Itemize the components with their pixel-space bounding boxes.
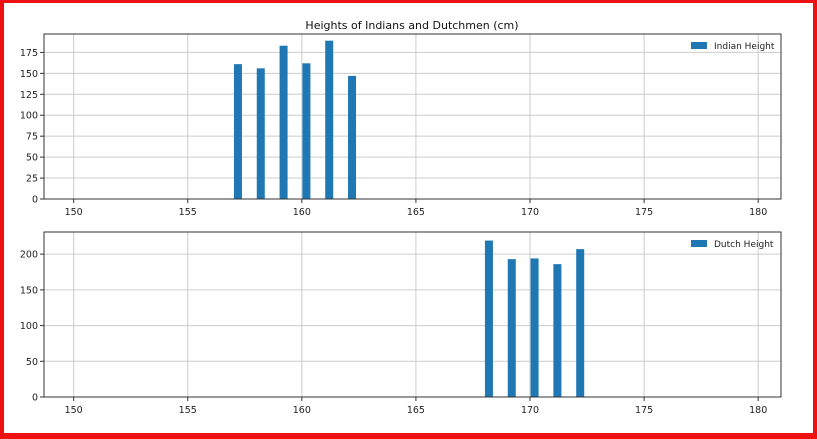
bar — [256, 68, 265, 199]
x-tick-label: 150 — [65, 207, 83, 218]
bar — [233, 64, 242, 199]
y-tick-label: 0 — [32, 393, 38, 404]
bar — [302, 63, 311, 199]
y-tick-label: 0 — [32, 195, 38, 206]
y-tick-label: 200 — [20, 250, 38, 261]
legend-label: Indian Height — [714, 42, 775, 52]
x-tick-label: 160 — [293, 405, 311, 416]
x-tick-label: 175 — [635, 207, 653, 218]
bar — [507, 259, 516, 397]
legend-swatch — [691, 240, 707, 247]
y-tick-label: 150 — [20, 285, 38, 296]
bar — [279, 45, 288, 199]
bar — [530, 258, 539, 397]
x-tick-label: 165 — [407, 405, 425, 416]
bar — [576, 249, 585, 397]
x-tick-label: 155 — [179, 207, 197, 218]
axes-frame — [43, 231, 782, 398]
plot-area — [44, 34, 781, 199]
indian-height-panel: 150 155 160 165 170 175 180 0 25 50 75 100 125 150 175… — [20, 33, 782, 218]
y-tick-label: 150 — [20, 69, 38, 80]
y-tick-label: 75 — [26, 132, 38, 143]
x-tick-label: 160 — [293, 207, 311, 218]
y-tick-label: 50 — [26, 357, 38, 368]
bar — [553, 264, 562, 397]
x-tick-label: 180 — [749, 207, 767, 218]
bar — [484, 240, 493, 397]
dutch-height-panel: 150 155 160 165 170 175 180 0 50 100 150 200 Dutch H… — [20, 231, 782, 416]
x-tick-label: 175 — [635, 405, 653, 416]
y-tick-label: 125 — [20, 90, 38, 101]
x-tick-label: 170 — [521, 405, 539, 416]
bar — [348, 75, 357, 199]
axes-frame — [43, 33, 782, 200]
y-tick-label: 25 — [26, 174, 38, 185]
chart-title: Heights of Indians and Dutchmen (cm) — [305, 19, 518, 32]
y-tick-label: 175 — [20, 48, 38, 59]
x-tick-label: 165 — [407, 207, 425, 218]
x-tick-label: 180 — [749, 405, 767, 416]
x-tick-label: 155 — [179, 405, 197, 416]
y-tick-label: 100 — [20, 111, 38, 122]
legend-label: Dutch Height — [714, 240, 774, 250]
plot-area — [44, 232, 781, 397]
y-tick-label: 50 — [26, 153, 38, 164]
legend-swatch — [691, 42, 707, 49]
x-tick-label: 170 — [521, 207, 539, 218]
x-tick-label: 150 — [65, 405, 83, 416]
bar — [325, 40, 334, 200]
y-tick-label: 100 — [20, 321, 38, 332]
